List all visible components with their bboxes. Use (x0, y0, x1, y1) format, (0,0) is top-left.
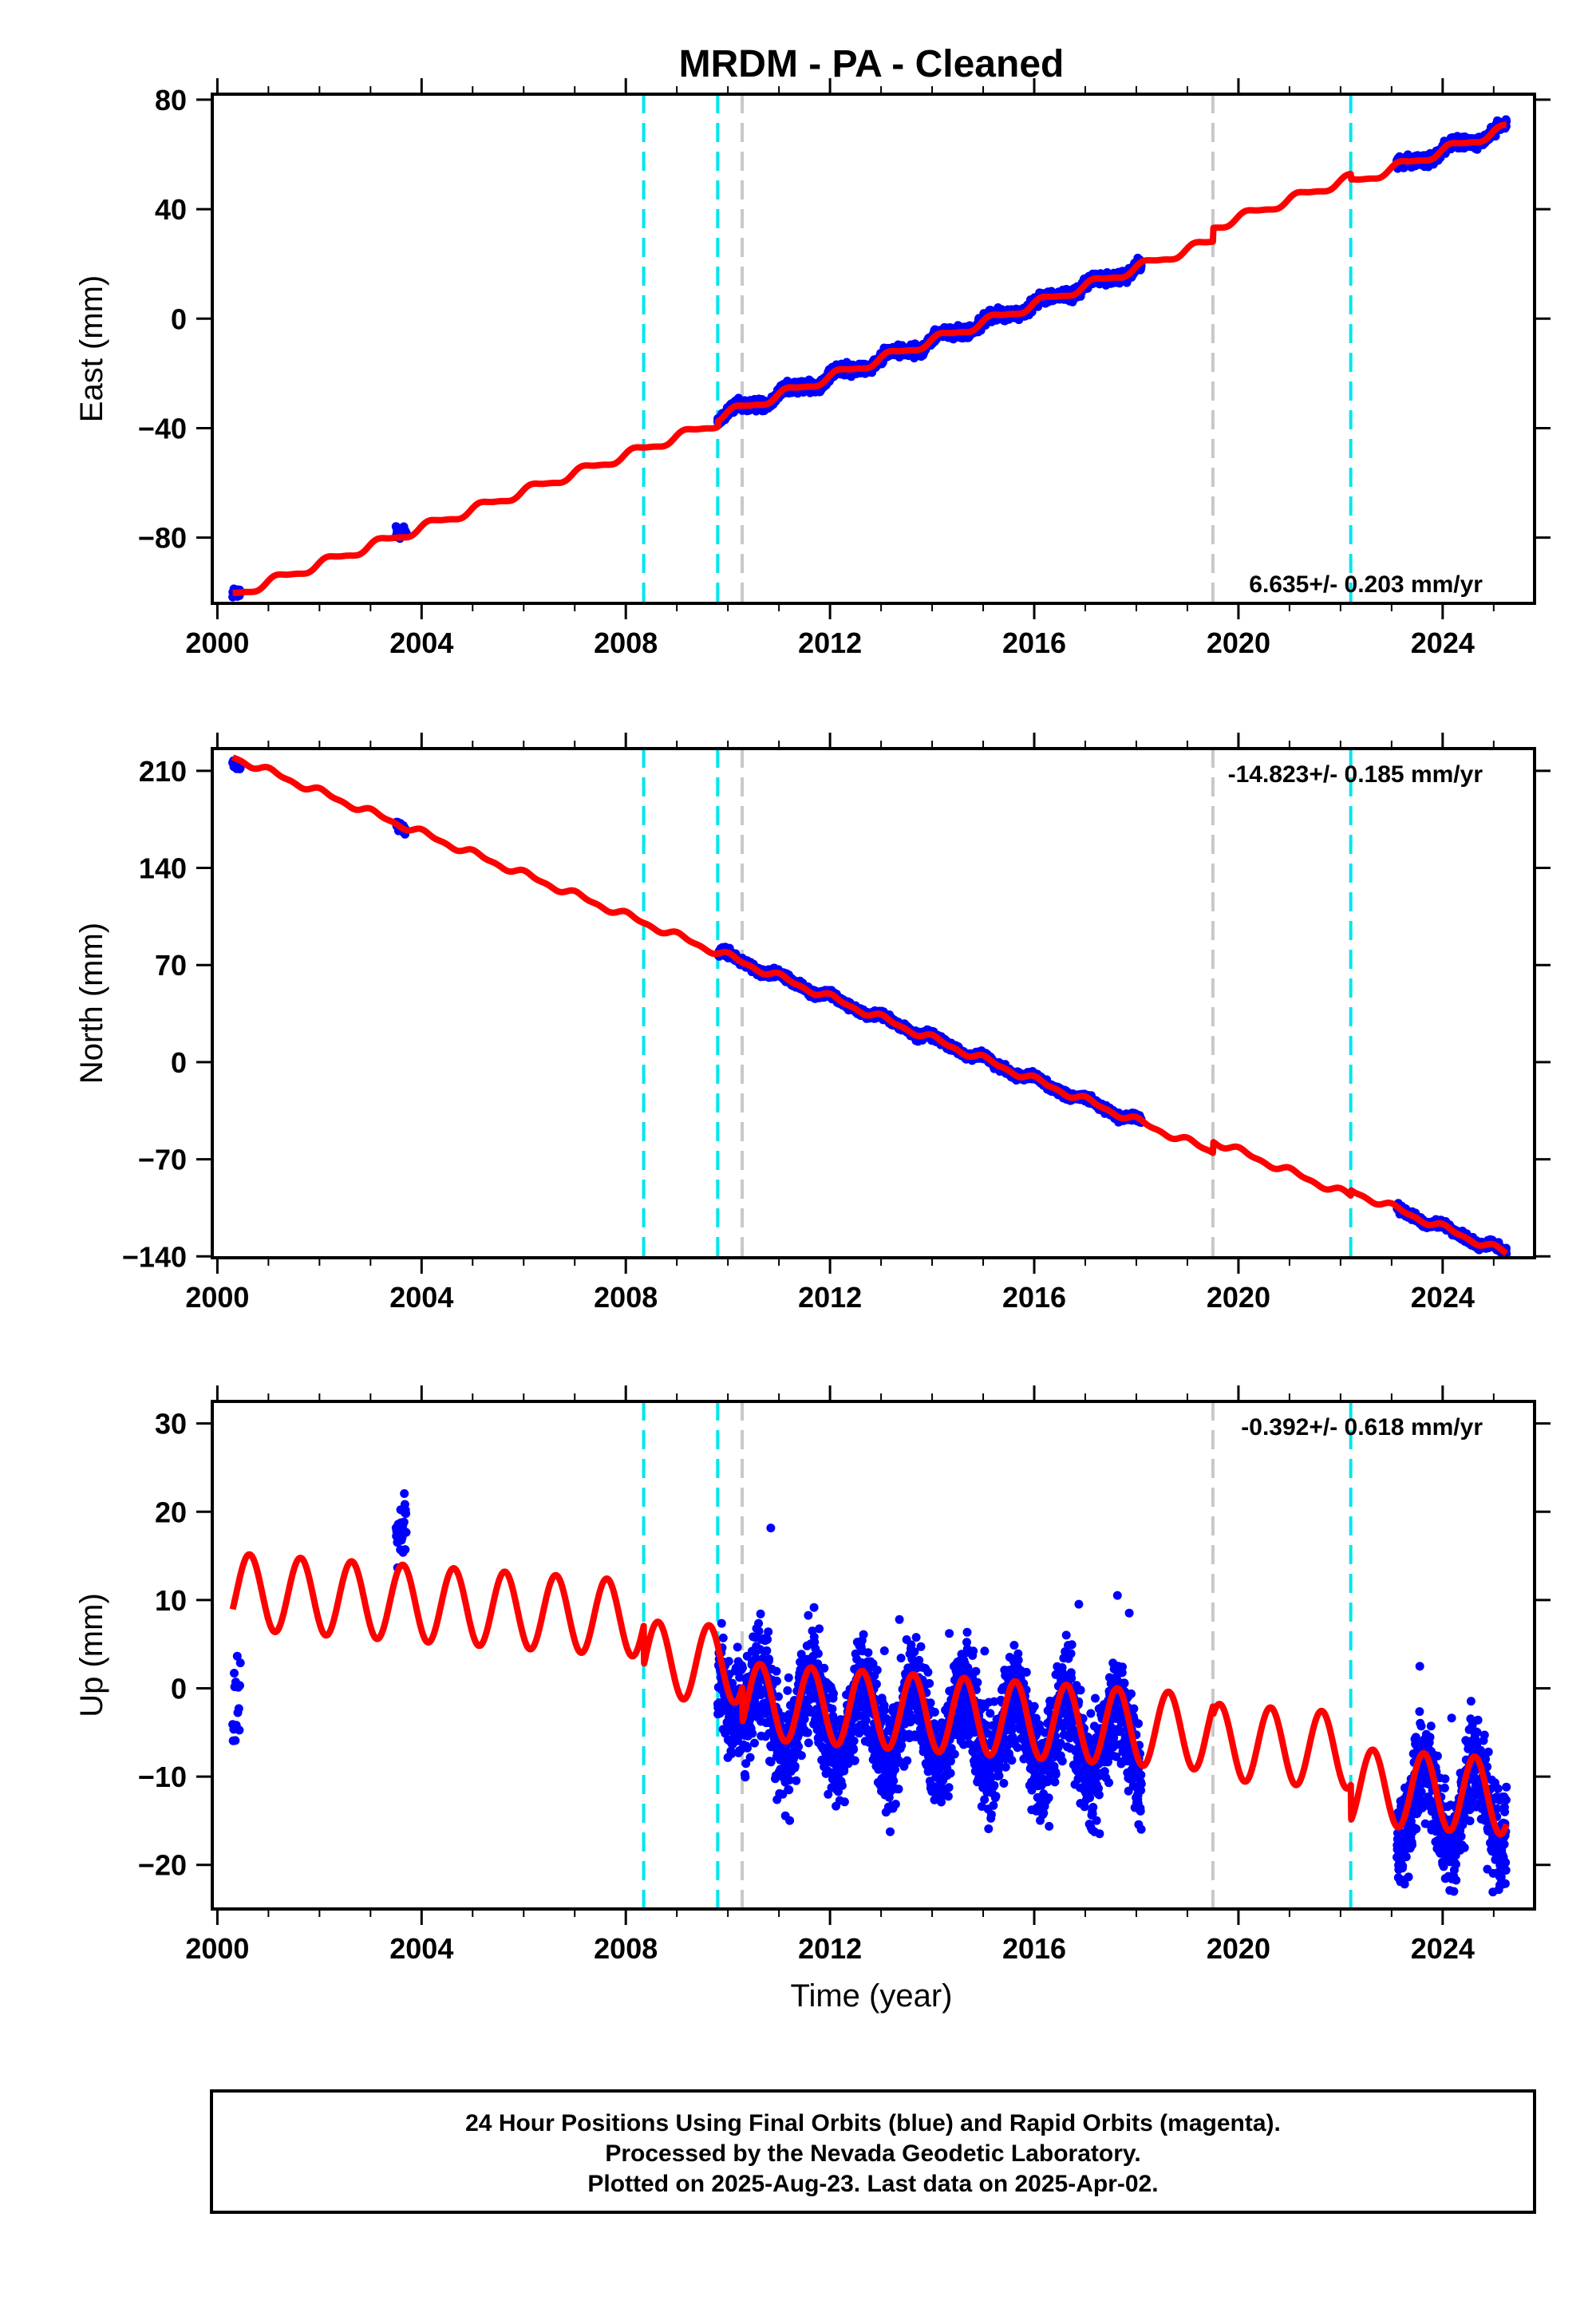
chart-title: MRDM - PA - Cleaned (679, 43, 1065, 85)
east-axis-label: East (mm) (74, 275, 109, 422)
east-panel: 2000 2004 2008 2012 2016 2020 2024 −80 −40 0 40 80 E… (74, 78, 1551, 659)
x-tick-label: 2004 (389, 626, 453, 659)
y-tick-label: 80 (155, 84, 187, 117)
x-tick-label: 2000 (185, 626, 249, 659)
x-tick-label: 2008 (594, 626, 658, 659)
east-rate-label: 6.635+/- 0.203 mm/yr (1249, 571, 1483, 598)
y-tick-label: −40 (138, 412, 187, 445)
x-tick-label: 2024 (1411, 626, 1475, 659)
x-tick-label: 2012 (798, 626, 862, 659)
y-tick-label: 40 (155, 193, 187, 226)
x-tick-label: 2016 (1002, 626, 1066, 659)
x-tick-label: 2020 (1207, 626, 1270, 659)
y-tick-label: −80 (138, 522, 187, 555)
y-tick-label: 0 (171, 302, 187, 335)
